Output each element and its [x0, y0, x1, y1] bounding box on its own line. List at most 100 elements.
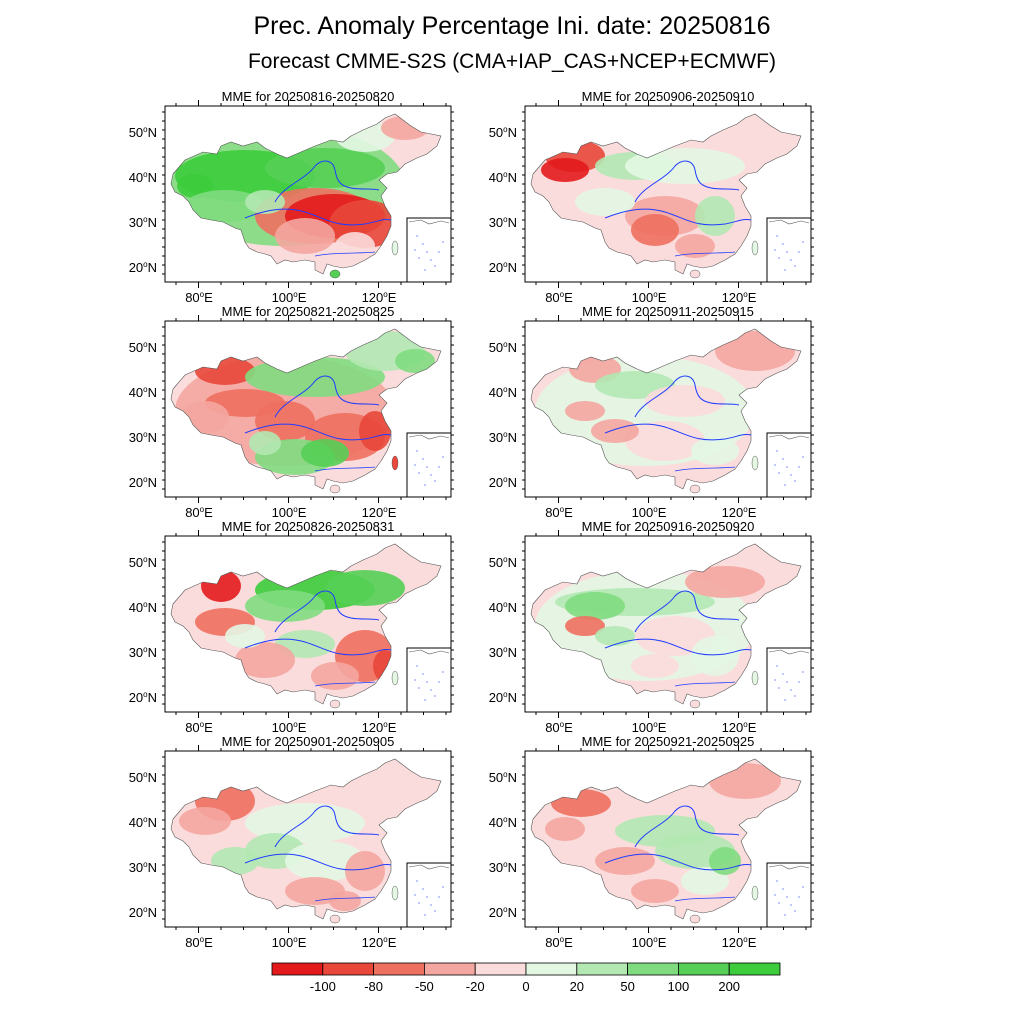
colorbar-swatch — [373, 962, 425, 976]
longitude-tick-label: 120oE — [722, 290, 757, 305]
pearl-river — [674, 251, 736, 257]
colorbar-label: 0 — [522, 979, 529, 994]
south-china-sea-inset — [766, 647, 812, 713]
latitude-tick-label: 40oN — [489, 385, 517, 400]
latitude-tick-label: 30oN — [129, 215, 157, 230]
south-china-sea-inset — [766, 862, 812, 928]
panel-title: MME for 20250816-20250820 — [221, 89, 395, 104]
latitude-tick-label: 20oN — [489, 260, 517, 275]
yellow-river — [274, 590, 380, 633]
panel-title: MME for 20250826-20250831 — [221, 519, 395, 534]
panel-title: MME for 20250911-20250915 — [582, 304, 754, 319]
longitude-tick-label: 100oE — [272, 720, 307, 735]
map-graphic: 50oN 40oN 30oN 20oN 80oE 100oE 120oE — [129, 530, 454, 735]
map-frame — [164, 750, 452, 928]
map-frame — [524, 535, 812, 713]
longitude-tick-label: 120oE — [722, 720, 757, 735]
map-panel: MME for 20250911-20250915 50oN 40oN 30oN 20o… — [485, 304, 825, 520]
south-china-sea-inset — [406, 432, 452, 498]
yangtze-river — [244, 638, 392, 656]
taiwan-island — [391, 670, 399, 686]
longitude-tick-label: 120oE — [722, 505, 757, 520]
colorbar-swatch — [322, 962, 374, 976]
map-panel: MME for 20250921-20250925 50oN 40oN 30oN 20o… — [485, 735, 825, 950]
latitude-tick-label: 30oN — [489, 860, 517, 875]
latitude-tick-label: 30oN — [489, 215, 517, 230]
map-graphic: 50oN 40oN 30oN 20oN 80oE 100oE 120oE — [489, 530, 814, 735]
south-china-sea-inset — [406, 862, 452, 928]
colorbar-swatch — [423, 962, 476, 976]
latitude-tick-label: 30oN — [489, 645, 517, 660]
south-china-sea-inset — [766, 217, 812, 283]
taiwan-island — [391, 455, 399, 471]
map-graphic: 50oN 40oN 30oN 20oN 80oE 100oE 120oE — [489, 745, 814, 950]
south-china-sea-inset — [406, 647, 452, 713]
yangtze-river — [604, 853, 752, 871]
colorbar-swatch — [474, 962, 527, 976]
pearl-river — [674, 896, 736, 902]
latitude-tick-label: 40oN — [489, 815, 517, 830]
china-border — [170, 758, 442, 920]
latitude-tick-label: 50oN — [489, 770, 517, 785]
hainan-island — [329, 914, 341, 924]
hainan-island — [689, 914, 701, 924]
latitude-tick-label: 50oN — [129, 555, 157, 570]
longitude-tick-label: 120oE — [362, 290, 397, 305]
map-panel: MME for 20250816-20250820 50oN 40oN 30oN 20o… — [125, 89, 465, 305]
latitude-tick-label: 40oN — [129, 815, 157, 830]
yangtze-river — [244, 208, 392, 226]
longitude-tick-label: 80oE — [185, 720, 213, 735]
map-graphic: 50oN 40oN 30oN 20oN 80oE 100oE 120oE — [129, 100, 454, 305]
hainan-island — [689, 269, 701, 279]
colorbar-label: 200 — [718, 979, 740, 994]
taiwan-island — [391, 240, 399, 256]
pearl-river — [674, 466, 736, 472]
longitude-tick-label: 80oE — [185, 505, 213, 520]
longitude-tick-label: 120oE — [362, 720, 397, 735]
hainan-island — [329, 699, 341, 709]
hainan-island — [689, 484, 701, 494]
panel-title: MME for 20250916-20250920 — [581, 519, 755, 534]
latitude-tick-label: 20oN — [489, 905, 517, 920]
taiwan-island — [391, 885, 399, 901]
yellow-river — [274, 375, 380, 418]
map-graphic: 50oN 40oN 30oN 20oN 80oE 100oE 120oE — [129, 745, 454, 950]
latitude-tick-label: 50oN — [489, 555, 517, 570]
china-border — [530, 113, 802, 275]
latitude-tick-label: 30oN — [489, 430, 517, 445]
longitude-tick-label: 80oE — [545, 935, 573, 950]
longitude-tick-label: 100oE — [272, 935, 307, 950]
yellow-river — [634, 590, 740, 633]
longitude-tick-label: 100oE — [632, 935, 667, 950]
taiwan-island — [751, 670, 759, 686]
pearl-river — [674, 681, 736, 687]
china-border — [530, 328, 802, 490]
pearl-river — [314, 251, 376, 257]
map-panel: MME for 20250901-20250905 50oN 40oN 30oN 20o… — [125, 735, 465, 950]
latitude-tick-label: 20oN — [129, 905, 157, 920]
latitude-tick-label: 50oN — [129, 770, 157, 785]
hainan-island — [329, 269, 341, 279]
longitude-tick-label: 80oE — [545, 505, 573, 520]
map-frame — [524, 105, 812, 283]
colorbar-label: 20 — [570, 979, 584, 994]
map-graphic: 50oN 40oN 30oN 20oN 80oE 100oE 120oE — [489, 315, 814, 520]
longitude-tick-label: 80oE — [185, 935, 213, 950]
south-china-sea-inset — [406, 217, 452, 283]
hainan-island — [329, 484, 341, 494]
latitude-tick-label: 50oN — [129, 125, 157, 140]
yangtze-river — [604, 208, 752, 226]
longitude-tick-label: 100oE — [632, 290, 667, 305]
map-frame — [524, 320, 812, 498]
taiwan-island — [751, 885, 759, 901]
china-border — [170, 328, 442, 490]
map-frame — [164, 105, 452, 283]
pearl-river — [314, 896, 376, 902]
longitude-tick-label: 100oE — [632, 505, 667, 520]
yangtze-river — [604, 423, 752, 441]
colorbar: -100 -80 -50 -20 0 20 50 100 200 — [260, 955, 790, 995]
longitude-tick-label: 80oE — [185, 290, 213, 305]
colorbar-swatch — [627, 962, 679, 976]
map-panel: MME for 20250826-20250831 50oN 40oN 30oN 20o… — [125, 519, 465, 735]
taiwan-island — [751, 240, 759, 256]
